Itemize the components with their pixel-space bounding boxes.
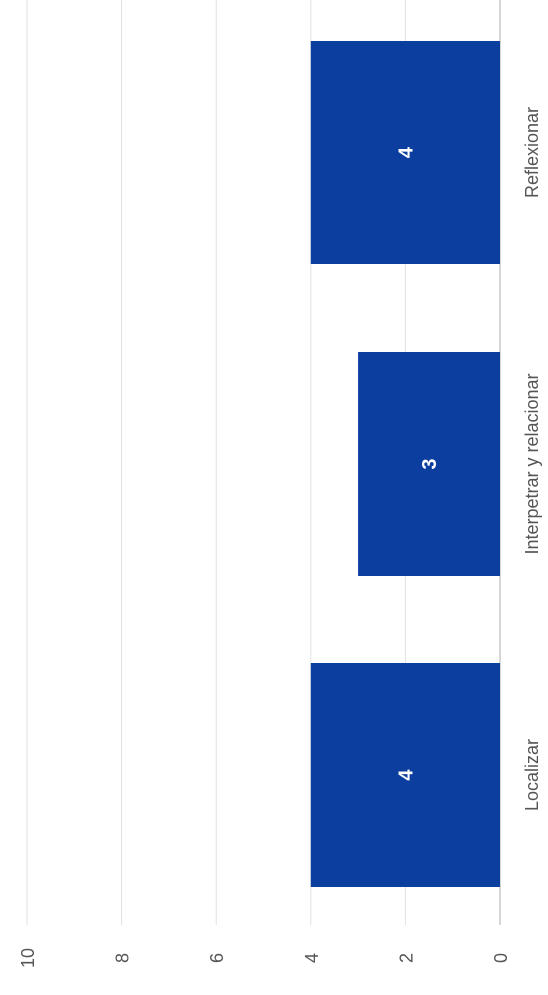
tick-label-8: 8 bbox=[113, 953, 133, 963]
category-label-0: Localizar bbox=[522, 739, 542, 811]
tick-label-6: 6 bbox=[207, 953, 227, 963]
data-label-1: 3 bbox=[419, 458, 441, 469]
tick-label-0: 0 bbox=[491, 953, 511, 963]
category-label-1: Interpetrar y relacionar bbox=[522, 373, 542, 554]
data-label-0: 4 bbox=[395, 769, 417, 781]
category-label-2: Reflexionar bbox=[522, 107, 542, 198]
bar-layer bbox=[310, 41, 500, 887]
bar-2 bbox=[310, 41, 500, 264]
tick-label-10: 10 bbox=[18, 948, 38, 968]
bar-0 bbox=[310, 663, 500, 887]
bar-1 bbox=[358, 352, 500, 576]
tick-label-4: 4 bbox=[302, 953, 322, 963]
label-layer: 0 2 4 6 8 10 4 Localizar 3 Interpetrar y relacion… bbox=[18, 107, 542, 968]
tick-label-2: 2 bbox=[396, 953, 416, 963]
data-label-2: 4 bbox=[395, 146, 417, 158]
